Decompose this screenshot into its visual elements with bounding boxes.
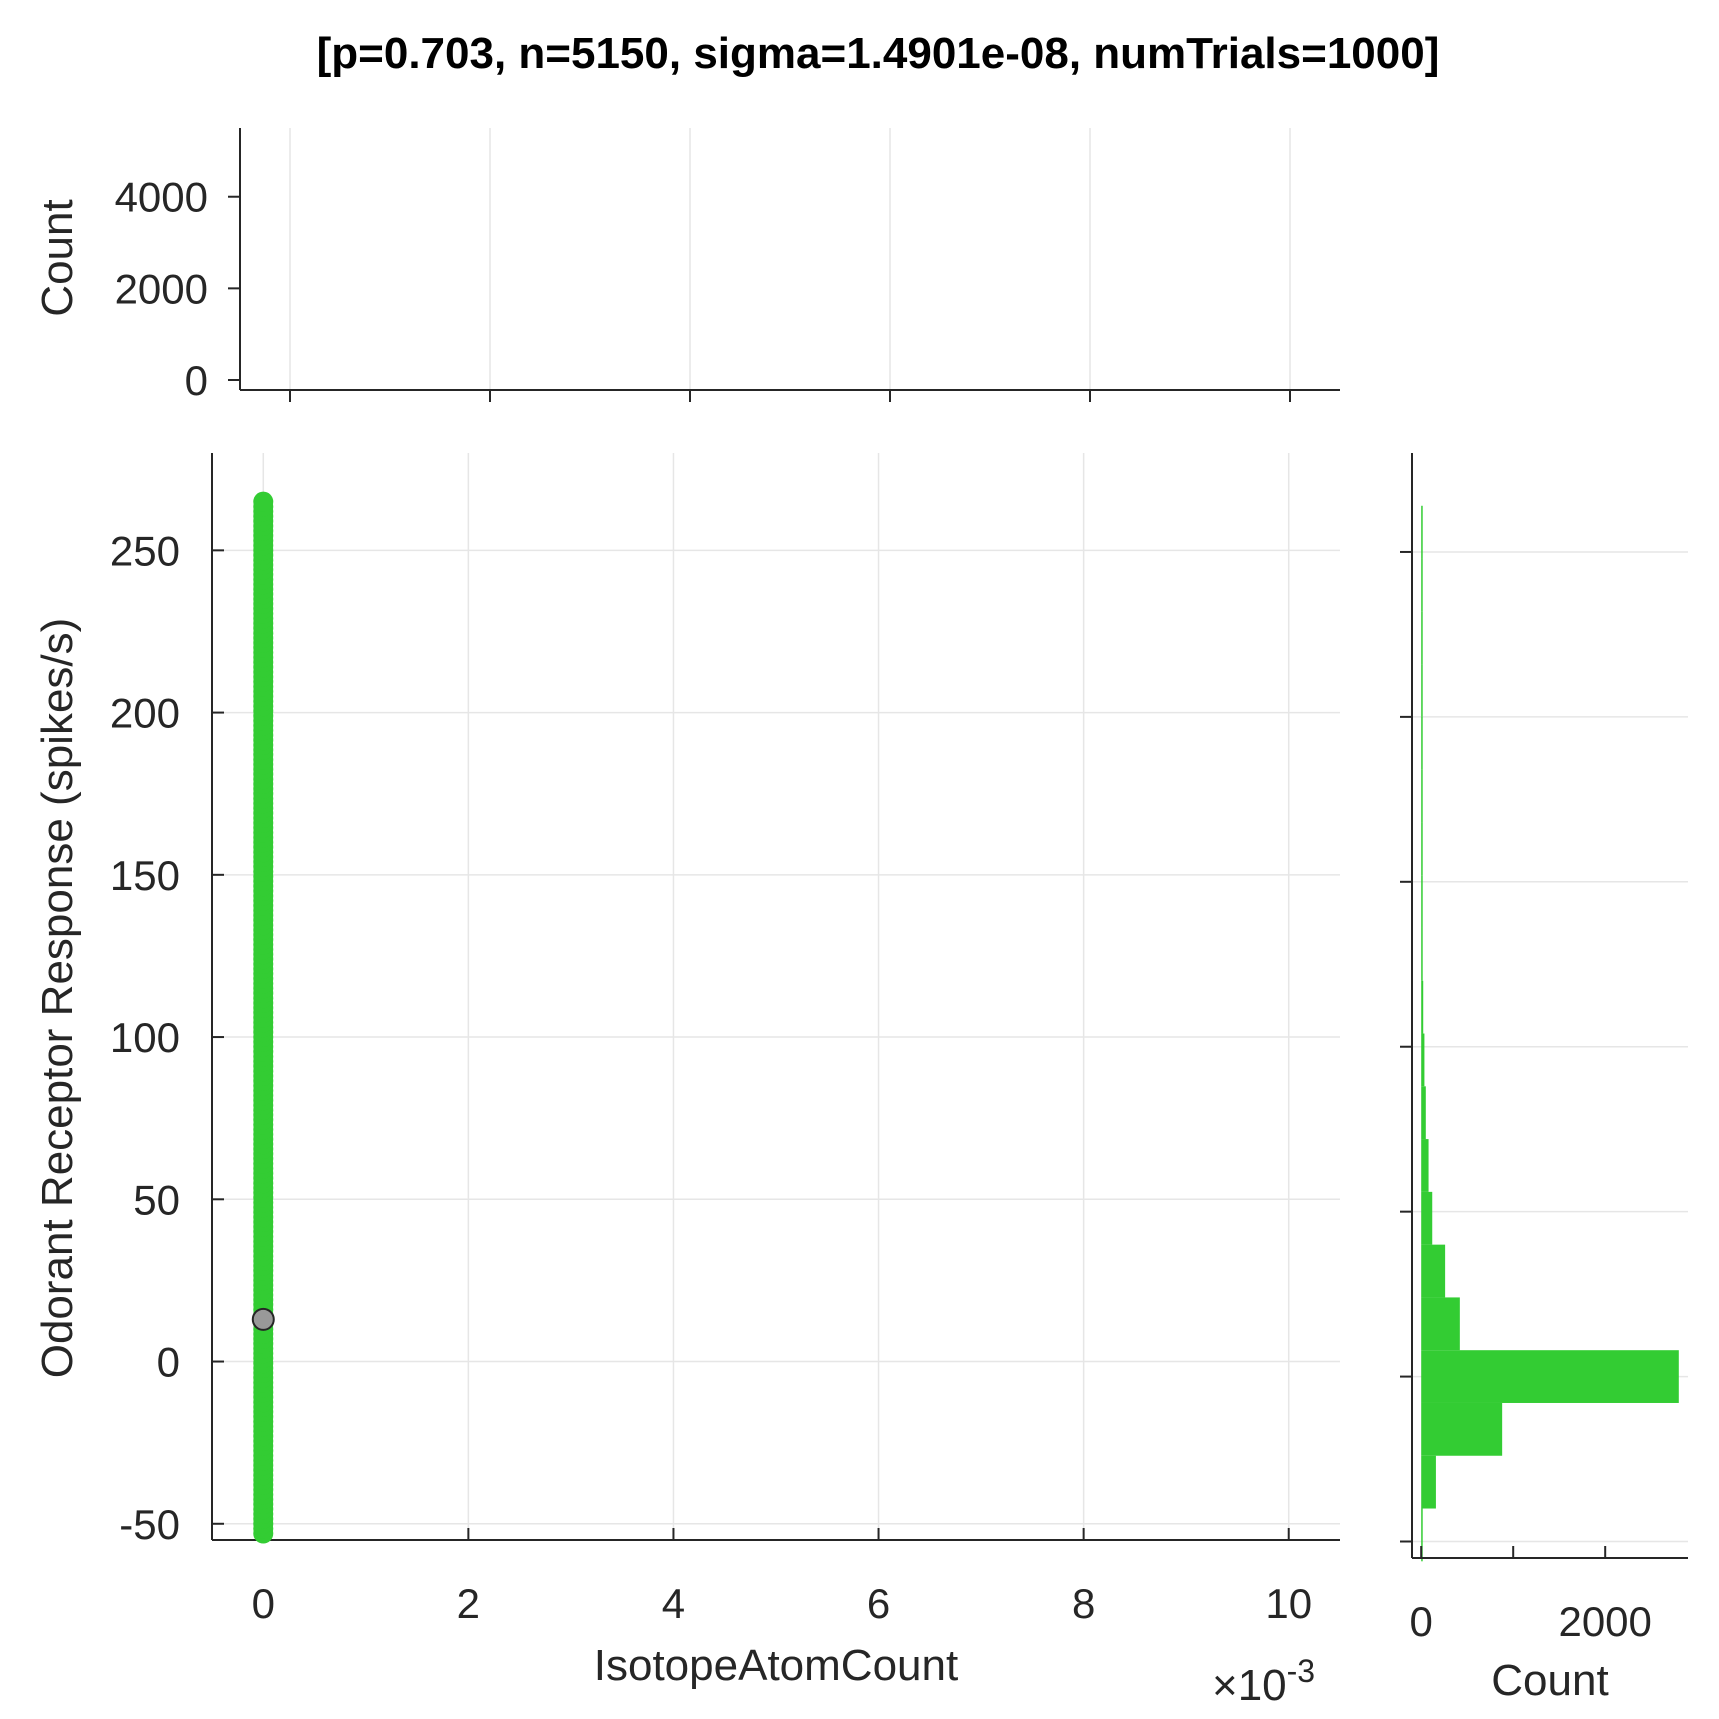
right-histogram-ticks: 0 2000 — [1400, 550, 1652, 1645]
top-histogram-grid — [289, 128, 1291, 390]
histogram-bar — [1421, 980, 1424, 1034]
main-y-label: Odorant Receptor Response (spikes/s) — [33, 618, 82, 1379]
x-exponent-base: ×10 — [1212, 1661, 1287, 1710]
histogram-bar — [1421, 1455, 1436, 1509]
top-y-tick-label: 0 — [185, 357, 208, 404]
histogram-bar — [1421, 822, 1423, 876]
main-x-tick-label: 10 — [1265, 1580, 1312, 1627]
main-y-tick-label: 0 — [157, 1339, 180, 1386]
histogram-bar — [1421, 927, 1423, 981]
highlight-point — [251, 1307, 275, 1331]
main-y-tick-label: 200 — [110, 690, 180, 737]
scatter-points — [251, 491, 275, 1544]
histogram-bar — [1421, 611, 1423, 665]
histogram-bar — [1421, 716, 1423, 770]
histogram-bar — [1421, 1139, 1429, 1192]
histogram-bar — [1421, 875, 1423, 928]
histogram-bar — [1421, 1402, 1503, 1456]
main-scatter-ticks: 0 2 4 6 8 10 -50 0 50 100 150 200 250 — [110, 527, 1312, 1627]
top-y-tick-label: 4000 — [115, 174, 208, 221]
histogram-bar — [1421, 505, 1423, 559]
chart-title: [p=0.703, n=5150, sigma=1.4901e-08, numT… — [317, 29, 1440, 78]
main-x-label: IsotopeAtomCount — [594, 1641, 958, 1690]
main-scatter-grid — [212, 453, 1340, 1540]
right-histogram-bars — [1421, 505, 1679, 1562]
right-x-tick-label: 0 — [1410, 1598, 1433, 1645]
histogram-bar — [1421, 1033, 1425, 1087]
main-y-tick-label: 100 — [110, 1014, 180, 1061]
scatter-point — [253, 491, 274, 512]
main-y-tick-label: 50 — [133, 1176, 180, 1223]
histogram-bar — [1421, 664, 1423, 717]
x-exponent-label: ×10-3 — [1212, 1653, 1315, 1710]
top-y-tick-label: 2000 — [115, 265, 208, 312]
main-y-tick-label: -50 — [119, 1501, 180, 1548]
top-histogram-ticks: 0 2000 4000 — [115, 174, 1291, 404]
histogram-bar — [1421, 1350, 1679, 1403]
x-exponent-power: -3 — [1287, 1653, 1315, 1689]
right-histogram-x-label: Count — [1491, 1656, 1608, 1705]
top-histogram-y-label: Count — [33, 199, 82, 316]
histogram-bar — [1421, 769, 1423, 823]
histogram-bar — [1421, 1191, 1433, 1245]
main-x-tick-label: 2 — [457, 1580, 480, 1627]
main-x-tick-label: 6 — [867, 1580, 890, 1627]
right-x-tick-label: 2000 — [1558, 1598, 1651, 1645]
main-y-tick-label: 150 — [110, 852, 180, 899]
main-scatter-panel: 0 2 4 6 8 10 -50 0 50 100 150 200 250 IsotopeAtomCou… — [33, 453, 1340, 1710]
histogram-bar — [1421, 1297, 1460, 1351]
top-histogram-panel: 0 2000 4000 Count — [33, 128, 1340, 404]
right-histogram-panel: 0 2000 Count — [1400, 453, 1688, 1705]
main-x-tick-label: 8 — [1072, 1580, 1095, 1627]
main-x-tick-label: 0 — [252, 1580, 275, 1627]
histogram-bar — [1421, 1086, 1426, 1140]
histogram-bar — [1421, 1244, 1446, 1298]
main-x-tick-label: 4 — [662, 1580, 685, 1627]
histogram-bar — [1421, 1508, 1423, 1562]
main-y-tick-label: 250 — [110, 527, 180, 574]
histogram-bar — [1421, 558, 1423, 612]
